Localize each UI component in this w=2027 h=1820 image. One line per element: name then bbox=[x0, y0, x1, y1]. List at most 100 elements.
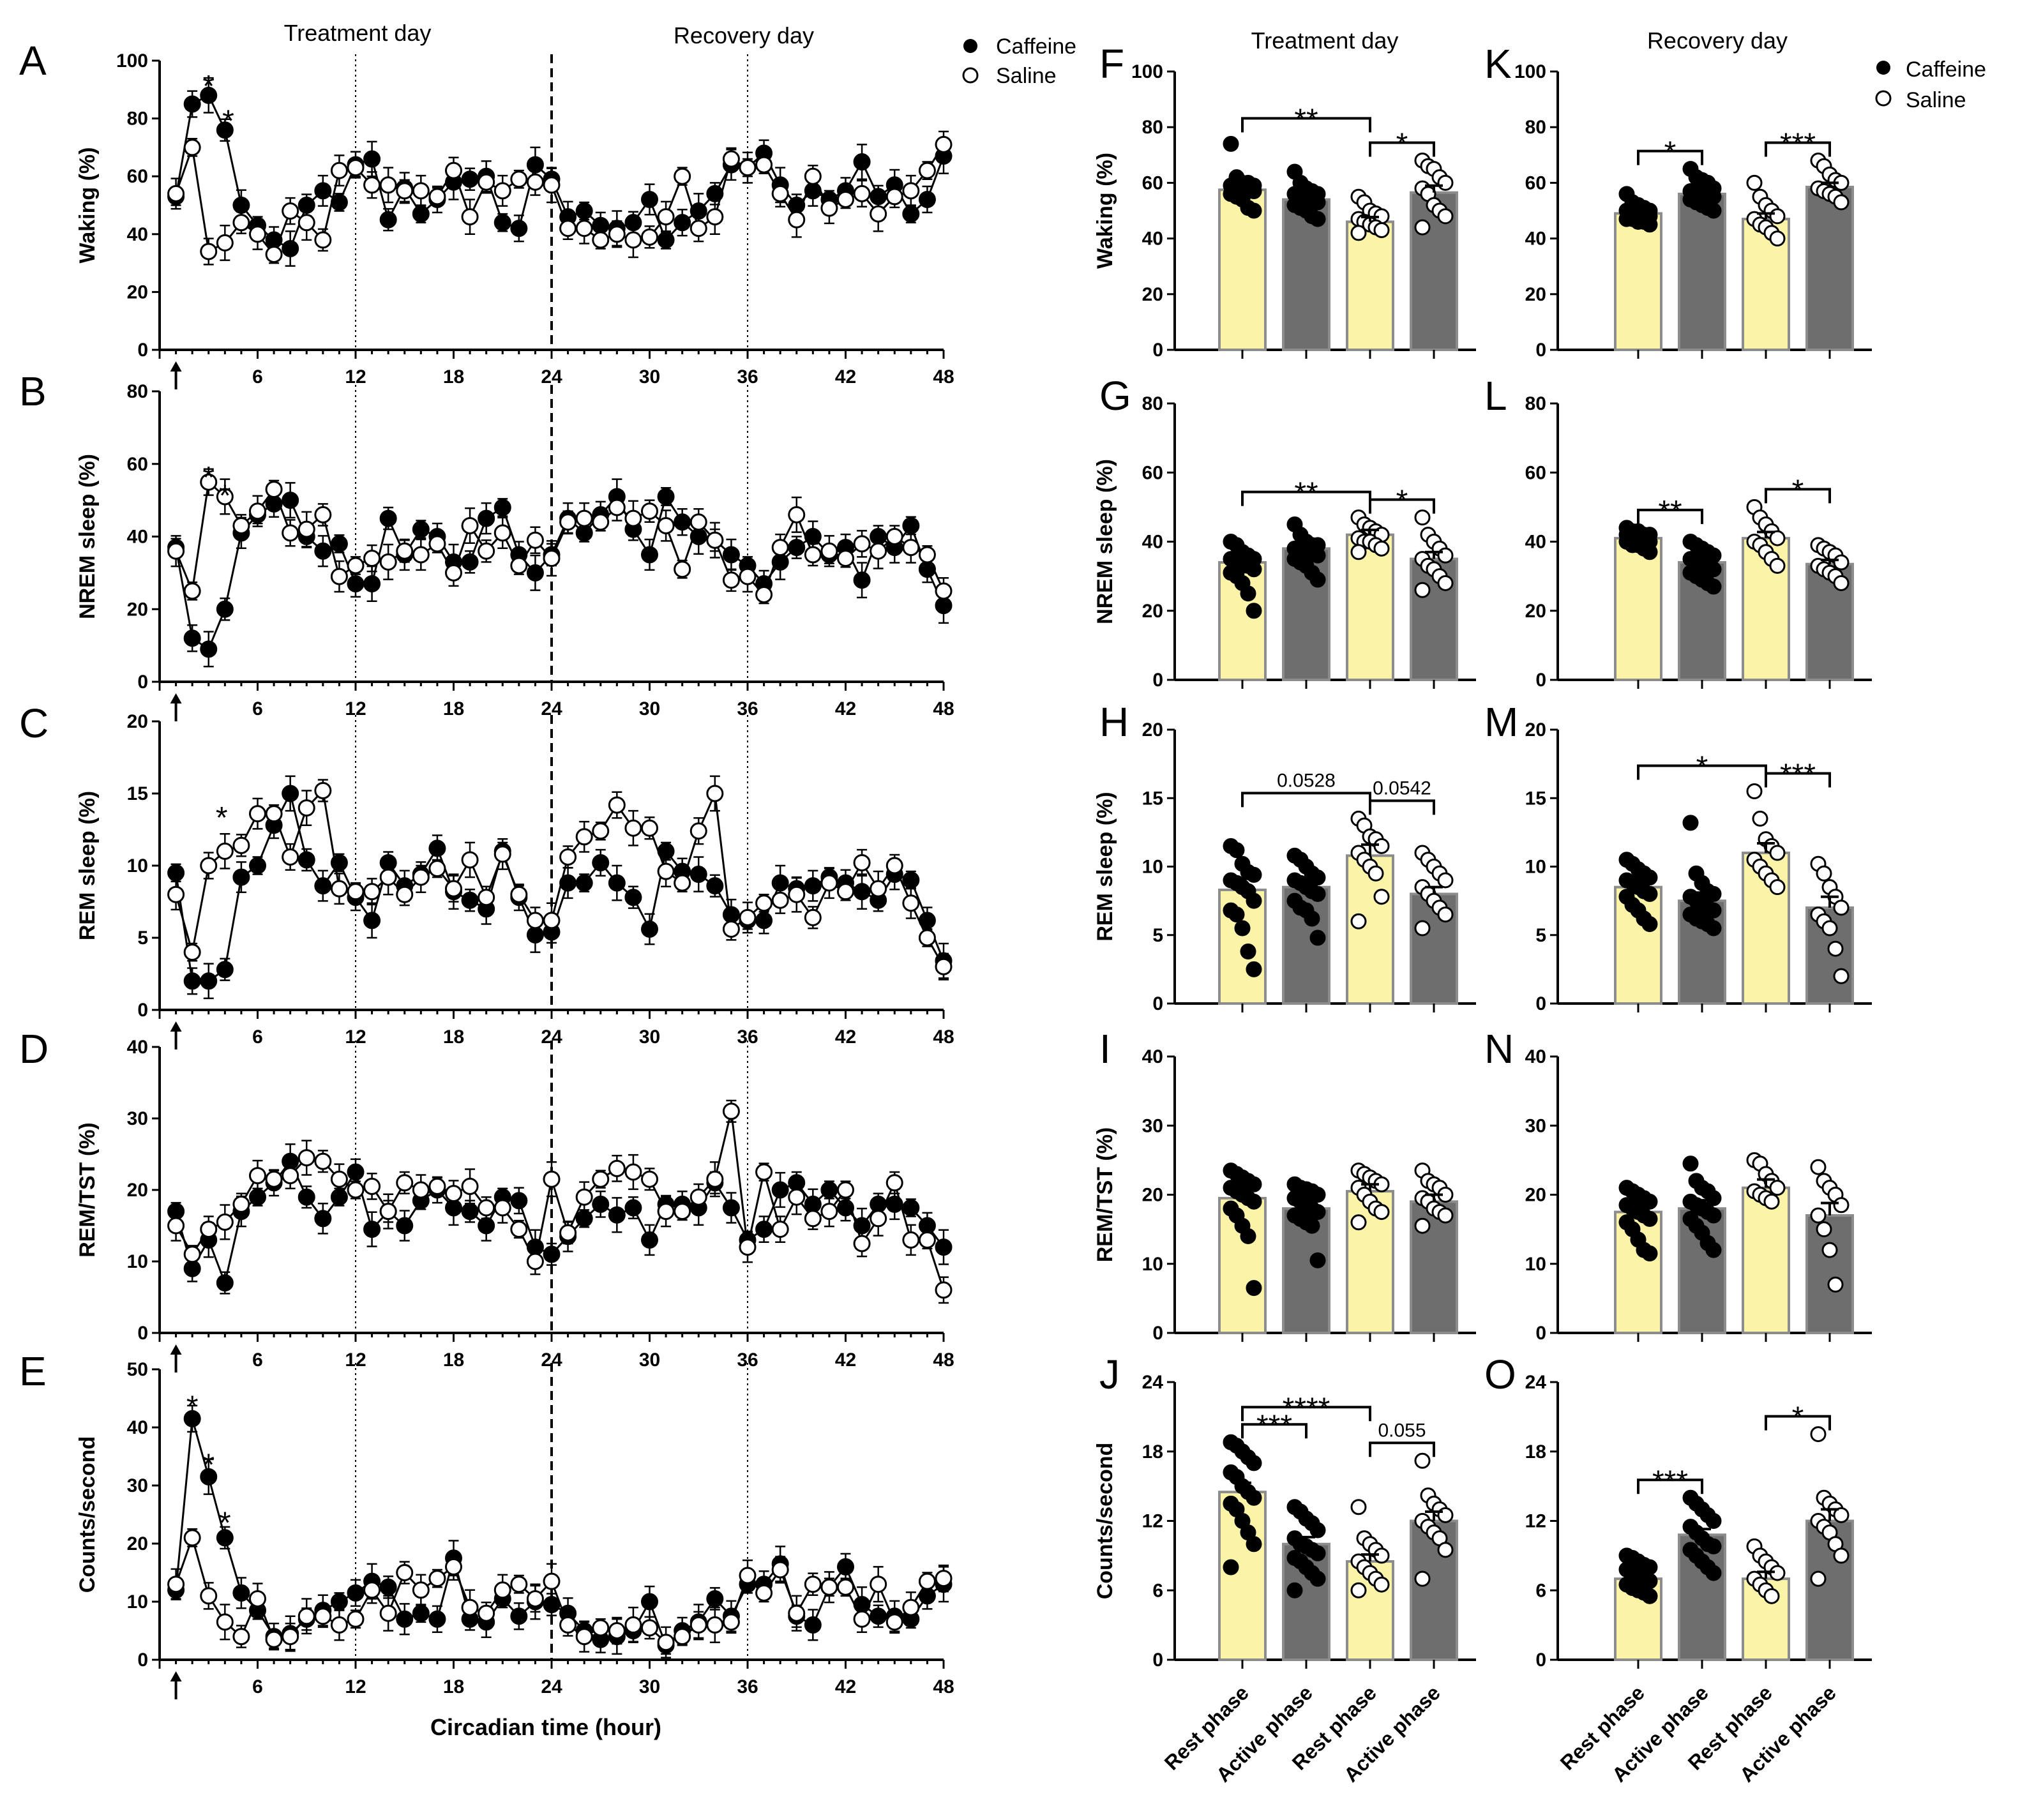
individual-point-I bbox=[1437, 1207, 1454, 1224]
y-tick-label-J: 24 bbox=[1142, 1372, 1164, 1393]
data-point-C-caffeine bbox=[232, 868, 250, 886]
x-tick-label-B: 18 bbox=[443, 698, 464, 719]
data-point-A-saline bbox=[232, 214, 250, 232]
data-point-E-caffeine bbox=[347, 1584, 365, 1602]
section-title-recovery-bars: Recovery day bbox=[1647, 27, 1788, 54]
data-point-A-caffeine bbox=[853, 153, 871, 171]
data-point-B-saline bbox=[559, 513, 577, 531]
x-tick-label-A: 30 bbox=[639, 366, 660, 387]
data-point-C-saline bbox=[739, 908, 757, 926]
panel-letter-E: E bbox=[19, 1348, 47, 1394]
data-point-D-saline bbox=[298, 1149, 315, 1167]
data-point-A-caffeine bbox=[674, 214, 691, 232]
data-point-B-saline bbox=[935, 582, 953, 600]
significance-star-E: * bbox=[219, 1507, 231, 1540]
data-point-D-saline bbox=[363, 1177, 381, 1195]
data-point-E-saline bbox=[559, 1616, 577, 1634]
data-point-A-saline bbox=[314, 231, 332, 249]
y-tick-label-I: 10 bbox=[1142, 1254, 1163, 1275]
data-point-C-saline bbox=[575, 828, 593, 846]
data-point-C-saline bbox=[837, 883, 854, 901]
data-point-C-saline bbox=[853, 854, 871, 871]
data-point-A-saline bbox=[510, 170, 528, 188]
data-point-E-caffeine bbox=[379, 1578, 397, 1596]
y-tick-label-F: 100 bbox=[1131, 61, 1163, 82]
individual-point-H bbox=[1228, 842, 1245, 859]
data-point-B-saline bbox=[428, 535, 446, 553]
individual-point-G bbox=[1373, 540, 1390, 557]
data-point-C-caffeine bbox=[804, 877, 822, 895]
data-point-E-saline bbox=[232, 1628, 250, 1646]
data-point-E-saline bbox=[282, 1628, 299, 1646]
data-point-A-caffeine bbox=[379, 211, 397, 229]
data-point-C-saline bbox=[347, 883, 365, 901]
data-point-D-saline bbox=[870, 1210, 887, 1228]
individual-point-G bbox=[1437, 547, 1454, 564]
y-tick-label-E: 20 bbox=[127, 1533, 148, 1554]
data-point-C-saline bbox=[330, 880, 348, 898]
individual-point-M bbox=[1705, 885, 1722, 902]
data-point-A-saline bbox=[674, 167, 691, 185]
data-point-A-caffeine bbox=[314, 182, 332, 200]
individual-point-M bbox=[1769, 845, 1786, 861]
data-point-C-caffeine bbox=[689, 866, 707, 884]
panel-letter-I: I bbox=[1099, 1026, 1111, 1072]
individual-point-J bbox=[1246, 1455, 1262, 1471]
individual-point-N bbox=[1816, 1221, 1832, 1238]
y-tick-label-D: 0 bbox=[137, 1323, 148, 1344]
data-point-B-caffeine bbox=[526, 564, 544, 582]
data-point-D-saline bbox=[543, 1170, 561, 1188]
data-point-B-caffeine bbox=[183, 629, 201, 647]
individual-point-H bbox=[1234, 920, 1251, 936]
data-point-C-saline bbox=[526, 912, 544, 929]
y-tick-label-L: 0 bbox=[1535, 670, 1546, 691]
y-tick-label-H: 0 bbox=[1152, 993, 1163, 1014]
data-point-B-saline bbox=[575, 509, 593, 527]
data-point-E-saline bbox=[379, 1604, 397, 1622]
individual-point-J bbox=[1373, 1576, 1390, 1593]
y-tick-label-K: 40 bbox=[1525, 229, 1546, 250]
individual-point-I bbox=[1373, 1204, 1390, 1221]
data-point-C-caffeine bbox=[706, 877, 724, 895]
individual-point-L bbox=[1705, 561, 1722, 578]
x-tick-label-C: 12 bbox=[345, 1027, 366, 1048]
data-point-E-saline bbox=[935, 1570, 953, 1588]
significance-star-B: * bbox=[219, 479, 231, 513]
data-point-A-caffeine bbox=[494, 214, 511, 232]
data-point-B-saline bbox=[902, 539, 920, 557]
x-tick-label-A: 12 bbox=[345, 366, 366, 387]
individual-point-I bbox=[1309, 1187, 1326, 1203]
data-point-C-caffeine bbox=[853, 883, 871, 901]
data-point-A-saline bbox=[478, 173, 495, 191]
comparison-bracket-M bbox=[1765, 772, 1831, 788]
x-tick-label-E: 24 bbox=[541, 1676, 562, 1697]
significance-star-A: * bbox=[222, 105, 234, 139]
data-point-B-caffeine bbox=[674, 513, 691, 531]
section-title-treatment-bars: Treatment day bbox=[1251, 27, 1399, 54]
individual-point-N bbox=[1810, 1207, 1827, 1224]
individual-point-L bbox=[1641, 544, 1658, 560]
data-point-C-saline bbox=[510, 885, 528, 903]
data-point-D-caffeine bbox=[624, 1199, 642, 1217]
legend2-caffeine-marker bbox=[1876, 61, 1890, 75]
data-point-D-saline bbox=[330, 1170, 348, 1188]
data-point-A-saline bbox=[804, 167, 822, 185]
individual-point-F bbox=[1437, 174, 1454, 191]
individual-point-I bbox=[1240, 1228, 1256, 1244]
data-point-A-caffeine bbox=[232, 197, 250, 214]
y-tick-label-B: 60 bbox=[127, 454, 148, 475]
individual-point-M bbox=[1705, 920, 1722, 936]
comparison-bracket-K bbox=[1765, 141, 1831, 157]
y-tick-label-O: 18 bbox=[1525, 1441, 1546, 1463]
y-tick-label-N: 0 bbox=[1535, 1323, 1546, 1344]
data-point-A-saline bbox=[885, 188, 903, 206]
data-point-D-saline bbox=[739, 1238, 757, 1256]
data-point-A-saline bbox=[543, 176, 561, 194]
y-tick-label-N: 40 bbox=[1525, 1046, 1546, 1067]
y-tick-label-J: 18 bbox=[1142, 1441, 1163, 1463]
data-point-A-saline bbox=[918, 162, 936, 179]
y-tick-label-K: 60 bbox=[1525, 172, 1546, 193]
x-tick-label-C: 30 bbox=[639, 1027, 660, 1048]
injection-arrowhead-B bbox=[170, 693, 182, 703]
comparison-label-H: 0.0542 bbox=[1373, 778, 1431, 799]
